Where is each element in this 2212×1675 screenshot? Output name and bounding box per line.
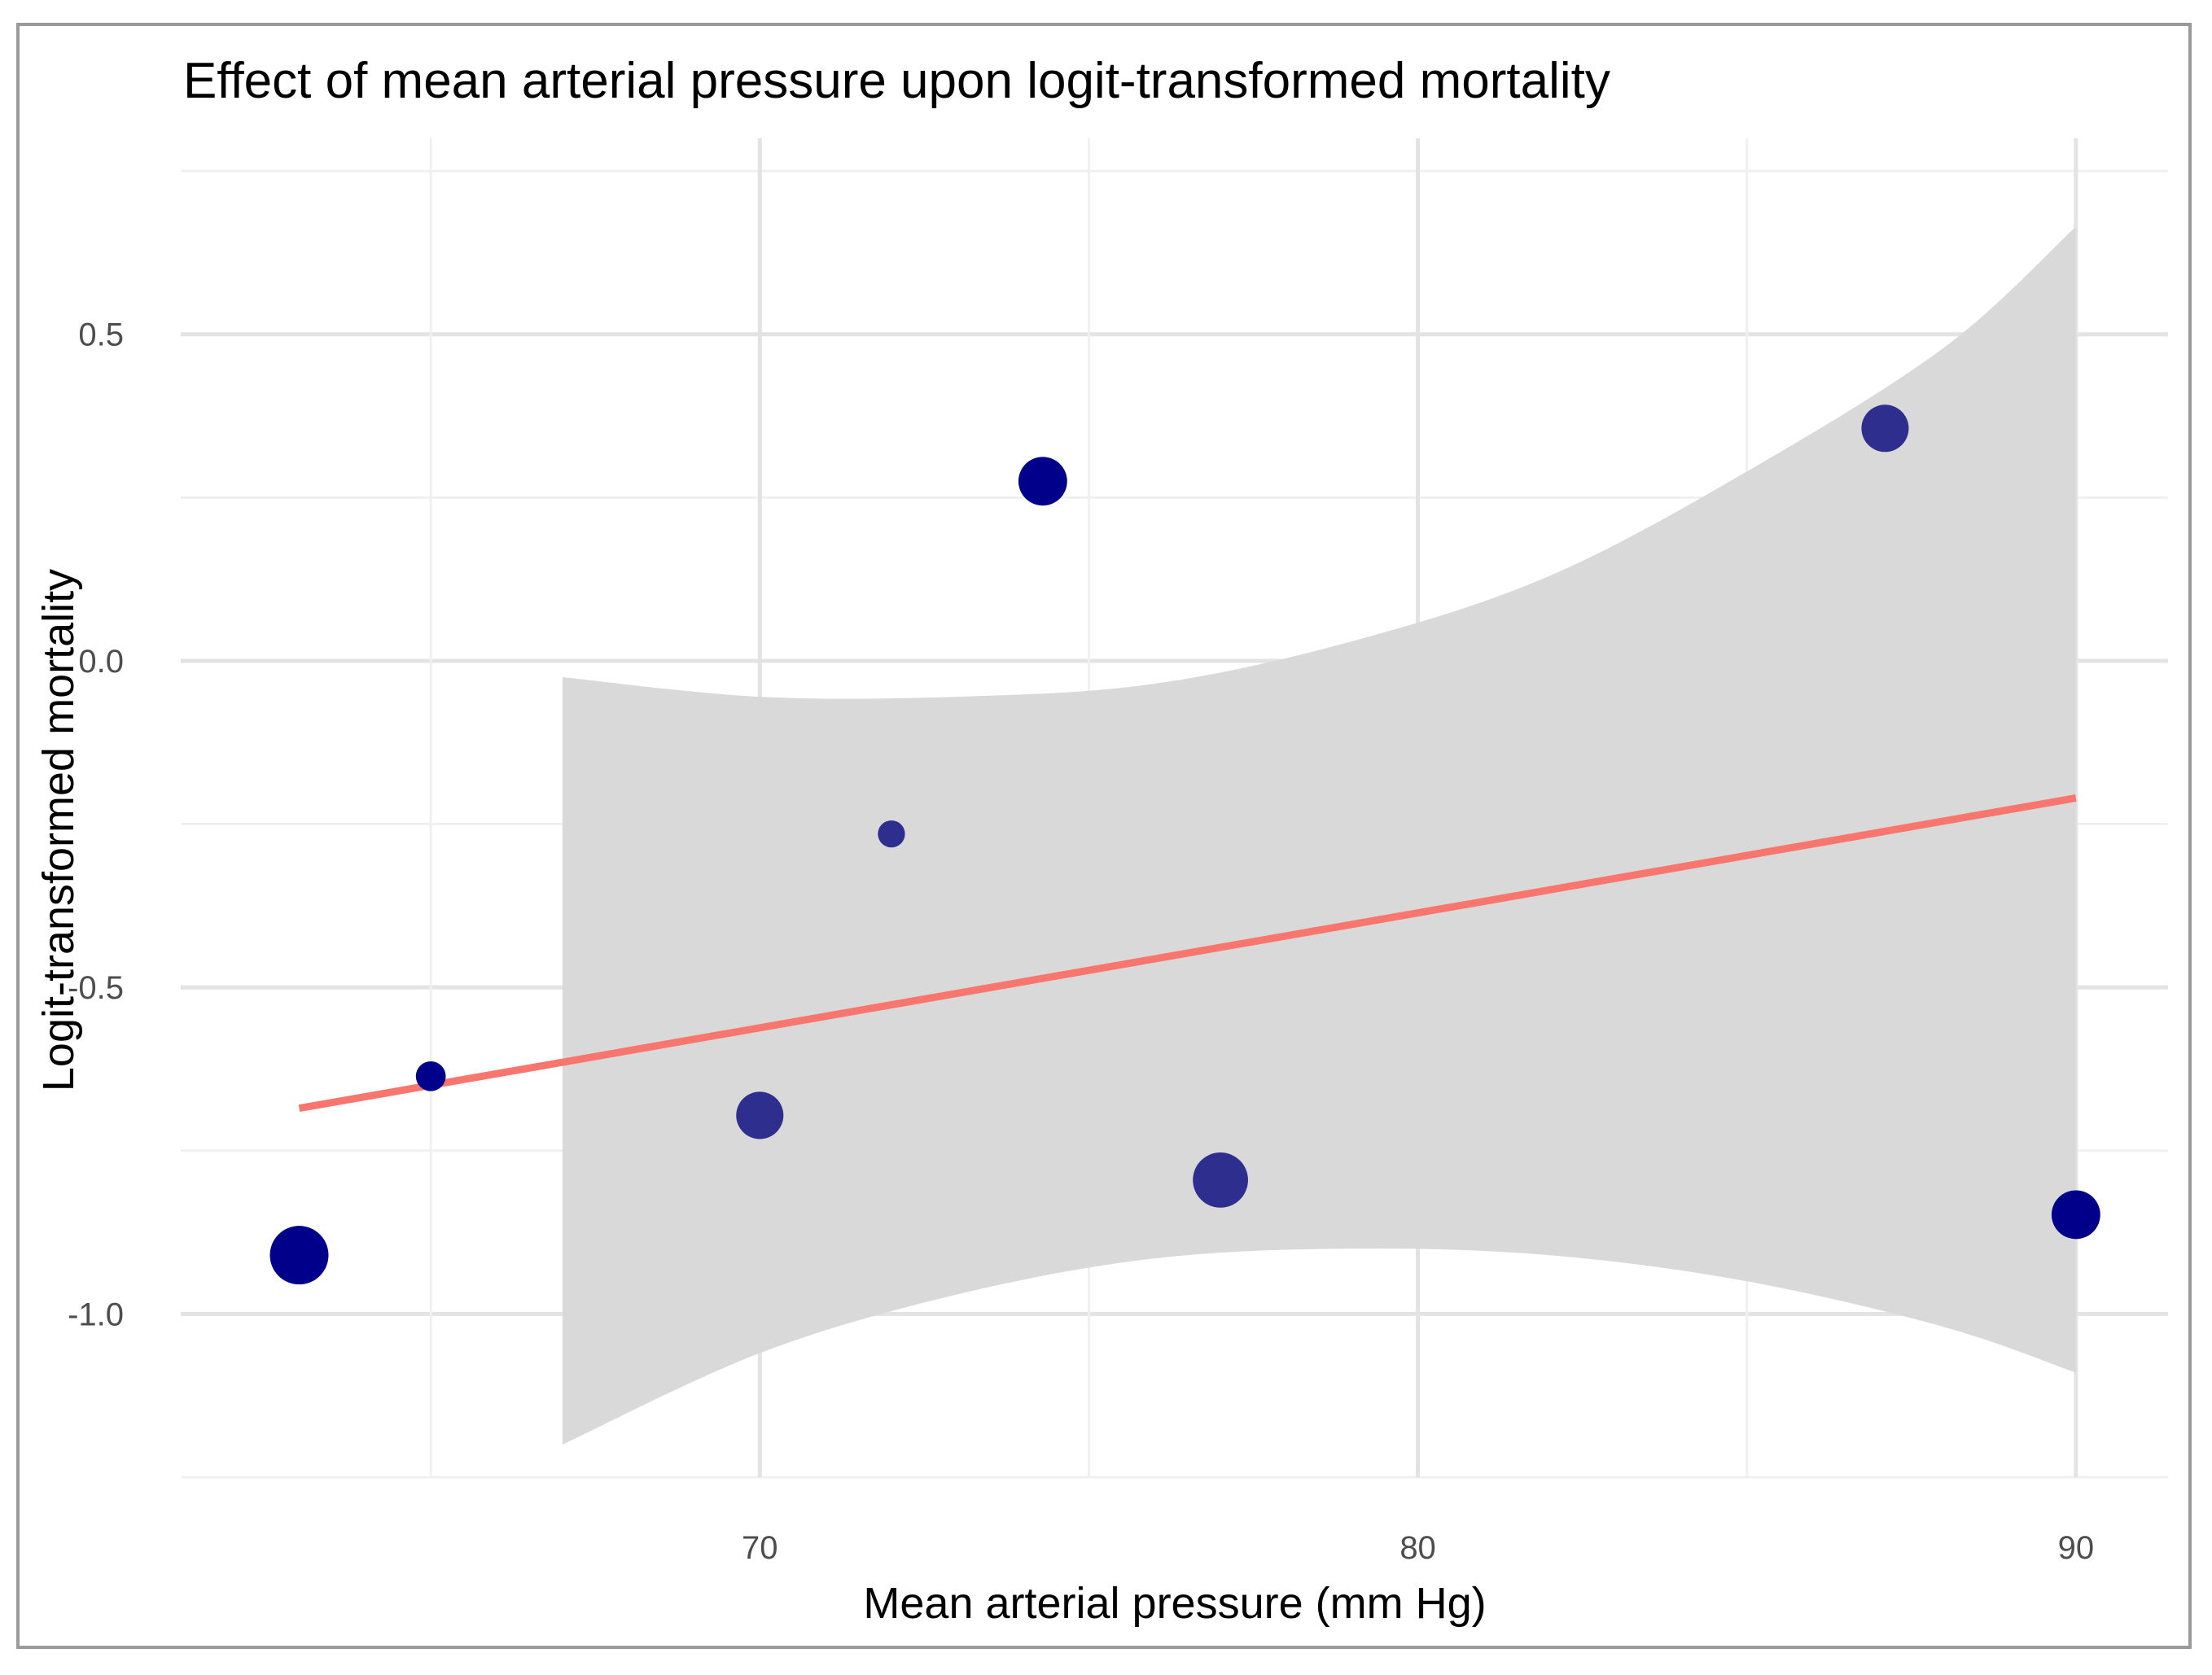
data-point xyxy=(1193,1152,1248,1208)
y-tick-label: 0.0 xyxy=(78,644,124,680)
regression-line-layer xyxy=(298,794,2077,1113)
x-tick-label: 70 xyxy=(742,1530,778,1566)
confidence-band xyxy=(562,226,2076,1445)
chart-title: Effect of mean arterial pressure upon lo… xyxy=(183,53,1610,109)
data-point xyxy=(1861,405,1909,453)
y-axis-ticks: -1.0 -0.5 0.0 0.5 xyxy=(68,317,124,1333)
y-axis-title: Logit-transformed mortality xyxy=(34,569,83,1091)
x-axis-title: Mean arterial pressure (mm Hg) xyxy=(863,1579,1486,1628)
data-point xyxy=(269,1226,329,1285)
data-point xyxy=(2051,1190,2100,1240)
confidence-band-layer xyxy=(562,226,2076,1445)
data-point xyxy=(1018,457,1067,506)
y-tick-label: -1.0 xyxy=(68,1297,124,1332)
data-point xyxy=(415,1061,446,1091)
y-tick-label: -0.5 xyxy=(68,970,124,1006)
data-point xyxy=(878,820,905,848)
y-tick-label: 0.5 xyxy=(78,317,124,353)
x-tick-label: 80 xyxy=(1399,1530,1436,1566)
x-tick-label: 90 xyxy=(2058,1530,2095,1566)
x-axis-ticks: 70 80 90 xyxy=(742,1530,2094,1566)
regression-line xyxy=(298,794,2077,1113)
data-points xyxy=(269,405,2100,1285)
data-point xyxy=(736,1091,784,1139)
